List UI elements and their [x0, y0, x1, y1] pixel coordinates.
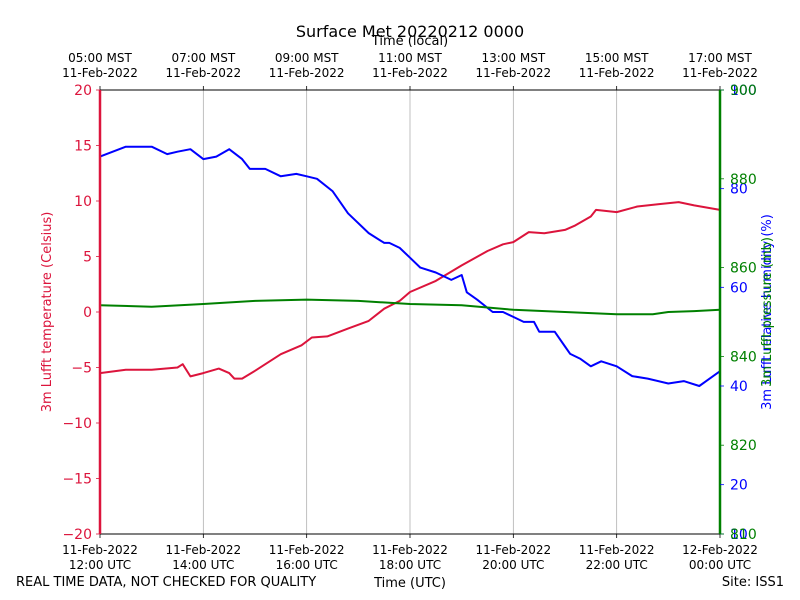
left-y-tick-label: −5	[71, 361, 92, 377]
pressure-line	[99, 298, 721, 316]
temperature-line	[99, 201, 721, 380]
top-tick-label-time: 11:00 MST	[378, 51, 442, 65]
top-tick-label-time: 07:00 MST	[171, 51, 235, 65]
top-tick-label-time: 05:00 MST	[68, 51, 132, 65]
right1-tick-label: 80	[730, 182, 748, 198]
x-tick-label-date: 11-Feb-2022	[475, 543, 551, 557]
top-tick-label-time: 13:00 MST	[481, 51, 545, 65]
right2-tick-label: 880	[730, 172, 757, 188]
x-tick-label-time: 14:00 UTC	[172, 558, 234, 572]
x-axis-label: Time (UTC)	[374, 576, 446, 591]
top-tick-label-time: 17:00 MST	[688, 51, 752, 65]
right1-tick-label: 60	[730, 280, 748, 296]
left-y-tick-label: 0	[83, 305, 92, 321]
chart-title: Surface Met 20220212 0000	[295, 22, 525, 41]
top-tick-label-date: 11-Feb-2022	[372, 66, 448, 80]
top-tick-label-date: 11-Feb-2022	[682, 66, 758, 80]
x-tick-label-time: 00:00 UTC	[689, 558, 751, 572]
left-y-tick-label: −15	[62, 472, 92, 488]
left-y-axis-label: 3m Lufft temperature (Celsius)	[40, 212, 55, 413]
top-tick-label-time: 09:00 MST	[275, 51, 339, 65]
top-tick-label-date: 11-Feb-2022	[475, 66, 551, 80]
x-tick-label-time: 12:00 UTC	[69, 558, 131, 572]
x-tick-label-date: 11-Feb-2022	[165, 543, 241, 557]
x-tick-label-date: 11-Feb-2022	[269, 543, 345, 557]
right2-tick-label: 840	[730, 349, 757, 365]
left-y-tick-label: 15	[74, 139, 92, 155]
right-pressure-axis-label: 3m Lufft pressure (mb)	[760, 237, 775, 387]
right-humidity-axis-label: 3m Lufft relative humidity (%)	[760, 214, 775, 410]
grid-layer	[202, 90, 618, 534]
x-tick-label-time: 22:00 UTC	[586, 558, 648, 572]
right2-tick-label: 810	[730, 527, 757, 543]
top-axis-label: Time (local)	[371, 34, 449, 49]
x-tick-label-date: 12-Feb-2022	[682, 543, 758, 557]
top-tick-label-date: 11-Feb-2022	[62, 66, 138, 80]
right2-tick-label: 820	[730, 438, 757, 454]
right1-tick-label: 40	[730, 379, 748, 395]
x-tick-label-date: 11-Feb-2022	[372, 543, 448, 557]
right1-tick-label: 100	[730, 83, 757, 99]
footer-site-label: Site: ISS1	[721, 575, 784, 590]
x-tick-label-date: 11-Feb-2022	[579, 543, 655, 557]
top-tick-label-date: 11-Feb-2022	[165, 66, 241, 80]
right2-tick-label: 860	[730, 261, 757, 277]
x-tick-label-date: 11-Feb-2022	[62, 543, 138, 557]
left-y-tick-label: −10	[62, 416, 92, 432]
top-tick-label-time: 15:00 MST	[585, 51, 649, 65]
left-y-tick-label: 5	[83, 250, 92, 266]
series-layer	[99, 145, 721, 387]
x-tick-label-time: 16:00 UTC	[276, 558, 338, 572]
left-y-tick-label: 20	[74, 83, 92, 99]
x-tick-label-time: 20:00 UTC	[482, 558, 544, 572]
top-tick-label-date: 11-Feb-2022	[269, 66, 345, 80]
left-y-tick-label: −20	[62, 527, 92, 543]
right1-tick-label: 20	[730, 478, 748, 494]
top-tick-label-date: 11-Feb-2022	[579, 66, 655, 80]
right1-tick-label: 10	[730, 527, 748, 543]
footer-left-note: REAL TIME DATA, NOT CHECKED FOR QUALITY	[16, 575, 317, 590]
left-y-tick-label: 10	[74, 194, 92, 210]
humidity-line	[99, 145, 721, 387]
x-tick-label-time: 18:00 UTC	[379, 558, 441, 572]
right2-tick-label: 900	[730, 83, 757, 99]
